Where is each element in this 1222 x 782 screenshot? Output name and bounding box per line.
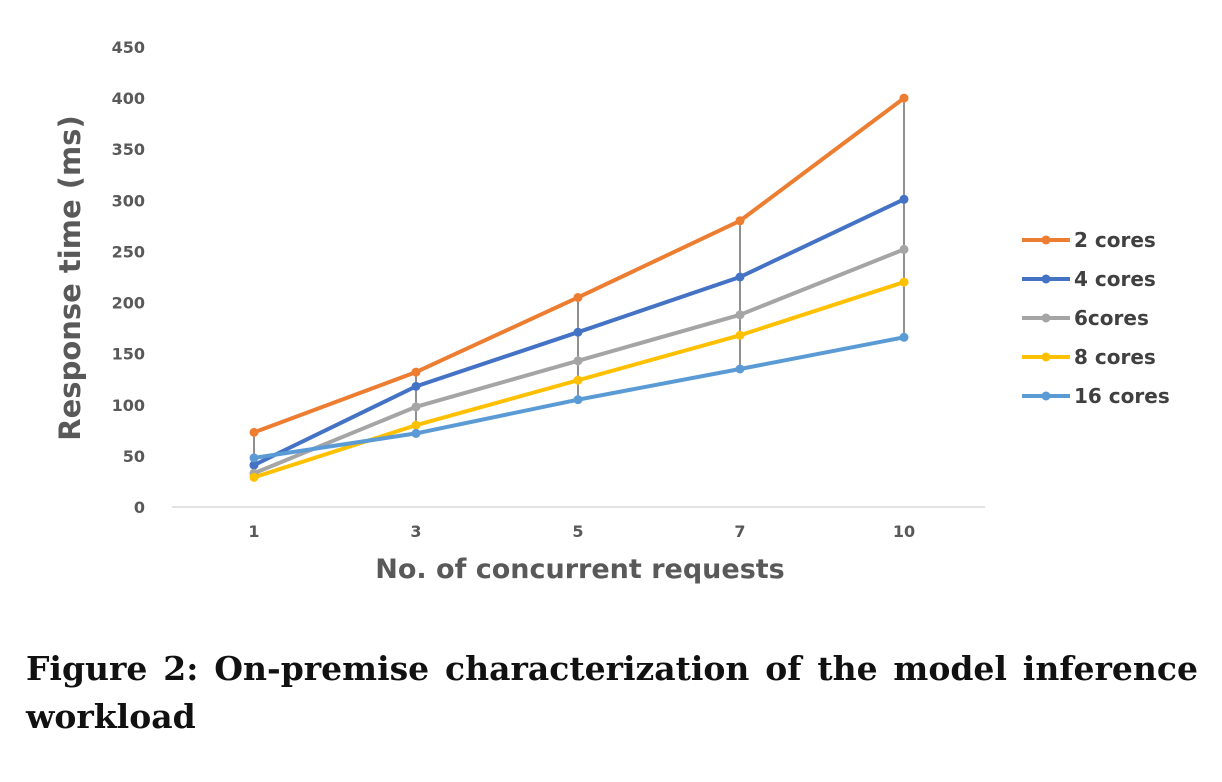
data-point bbox=[735, 330, 745, 340]
data-point bbox=[735, 364, 745, 374]
data-point bbox=[411, 420, 421, 430]
data-point bbox=[249, 460, 259, 470]
y-tick-label: 300 bbox=[112, 191, 145, 210]
x-axis-title: No. of concurrent requests bbox=[375, 554, 785, 585]
data-point bbox=[249, 453, 259, 463]
data-point bbox=[899, 244, 909, 254]
y-axis-title: Response time (ms) bbox=[53, 115, 87, 440]
data-point bbox=[735, 272, 745, 282]
y-tick-label: 200 bbox=[112, 294, 145, 313]
legend-swatch-marker bbox=[1041, 313, 1051, 323]
x-tick-label: 5 bbox=[572, 522, 583, 541]
legend-swatch-marker bbox=[1041, 352, 1051, 362]
data-point bbox=[411, 428, 421, 438]
legend-label: 4 cores bbox=[1074, 267, 1156, 291]
series-points bbox=[249, 93, 909, 482]
data-point bbox=[573, 292, 583, 302]
figure-caption: Figure 2: On-premise characterization of… bbox=[26, 649, 1198, 736]
legend-swatch-marker bbox=[1041, 235, 1051, 245]
y-tick-label: 50 bbox=[123, 447, 145, 466]
legend-label: 6cores bbox=[1074, 306, 1149, 330]
x-axis-tick-labels: 1 3 5 7 10 bbox=[248, 522, 915, 541]
data-point bbox=[573, 327, 583, 337]
legend-swatch-marker bbox=[1041, 274, 1051, 284]
data-point bbox=[899, 277, 909, 287]
y-tick-label: 150 bbox=[112, 345, 145, 364]
legend: 2 cores 4 cores 6cores 8 cores 16 cores bbox=[1022, 228, 1170, 408]
series-lines bbox=[252, 96, 906, 480]
legend-label: 16 cores bbox=[1074, 384, 1170, 408]
data-point bbox=[573, 395, 583, 405]
legend-label: 8 cores bbox=[1074, 345, 1156, 369]
data-point bbox=[249, 427, 259, 437]
y-tick-label: 350 bbox=[112, 140, 145, 159]
data-point bbox=[249, 472, 259, 482]
line-chart: 0 50 100 150 200 250 300 350 400 450 1 3 5 7 10 Respo… bbox=[53, 38, 1170, 585]
y-tick-label: 250 bbox=[112, 242, 145, 261]
data-point bbox=[411, 381, 421, 391]
x-tick-label: 10 bbox=[893, 522, 915, 541]
data-point bbox=[411, 402, 421, 412]
data-point bbox=[735, 216, 745, 226]
data-point bbox=[573, 375, 583, 385]
y-tick-label: 0 bbox=[134, 498, 145, 517]
legend-swatch-marker bbox=[1041, 391, 1051, 401]
y-tick-label: 450 bbox=[112, 38, 145, 57]
data-point bbox=[899, 93, 909, 103]
data-point bbox=[899, 332, 909, 342]
data-point bbox=[735, 310, 745, 320]
data-point bbox=[899, 194, 909, 204]
data-point bbox=[573, 356, 583, 366]
x-tick-label: 1 bbox=[248, 522, 259, 541]
y-axis-tick-labels: 0 50 100 150 200 250 300 350 400 450 bbox=[112, 38, 145, 517]
x-tick-label: 3 bbox=[410, 522, 421, 541]
data-point bbox=[411, 367, 421, 377]
y-tick-label: 400 bbox=[112, 89, 145, 108]
legend-label: 2 cores bbox=[1074, 228, 1156, 252]
y-tick-label: 100 bbox=[112, 396, 145, 415]
x-tick-label: 7 bbox=[734, 522, 745, 541]
